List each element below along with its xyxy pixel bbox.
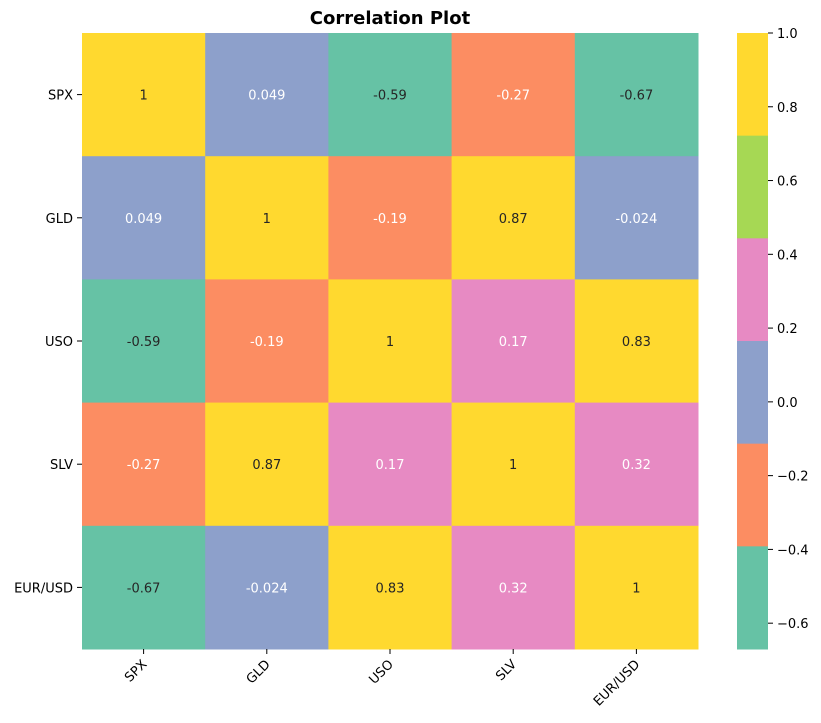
x-tick-label: SPX bbox=[122, 657, 150, 685]
heatmap-cells: 1 0.049 -0.59 -0.27 -0.67 0.049 1 -0.19 0.87 -0.0… bbox=[82, 33, 699, 650]
heatmap-cell bbox=[574, 279, 699, 404]
cell-value-label: 1 bbox=[263, 212, 271, 227]
x-tick-label: GLD bbox=[244, 657, 274, 687]
y-tick-label: SPX bbox=[48, 89, 73, 104]
heatmap-cell bbox=[328, 525, 453, 650]
cell-value-label: -0.59 bbox=[127, 335, 161, 350]
cell-value-label: 0.83 bbox=[622, 335, 651, 350]
y-tick-label: USO bbox=[45, 335, 73, 350]
colorbar-segment bbox=[737, 546, 768, 650]
colorbar-tick-label: 0.4 bbox=[777, 248, 798, 263]
heatmap-cell bbox=[205, 33, 329, 157]
cell-value-label: 0.87 bbox=[252, 458, 281, 473]
heatmap-cell bbox=[82, 279, 206, 404]
chart-title: Correlation Plot bbox=[310, 8, 471, 29]
colorbar-tick-label: 0.0 bbox=[777, 396, 798, 411]
heatmap-cell bbox=[82, 33, 206, 157]
heatmap-cell bbox=[574, 33, 699, 157]
heatmap-cell bbox=[205, 279, 329, 404]
heatmap-cell bbox=[328, 33, 453, 157]
heatmap-cell bbox=[205, 156, 329, 280]
cell-value-label: 0.32 bbox=[622, 458, 651, 473]
colorbar-segment bbox=[737, 443, 768, 547]
cell-value-label: -0.19 bbox=[250, 335, 284, 350]
colorbar-segment bbox=[737, 341, 768, 445]
cell-value-label: -0.024 bbox=[615, 212, 657, 227]
cell-value-label: 1 bbox=[509, 458, 517, 473]
heatmap-cell bbox=[451, 525, 576, 650]
cell-value-label: -0.59 bbox=[373, 89, 407, 104]
cell-value-label: 0.83 bbox=[376, 581, 405, 596]
heatmap-cell bbox=[451, 402, 576, 527]
heatmap-cell bbox=[205, 402, 329, 527]
heatmap-cell bbox=[451, 279, 576, 404]
cell-value-label: 0.049 bbox=[248, 89, 285, 104]
colorbar-segment bbox=[737, 135, 768, 239]
cell-value-label: 0.17 bbox=[499, 335, 528, 350]
y-tick-label: GLD bbox=[46, 212, 73, 227]
y-tick-label: EUR/USD bbox=[14, 581, 73, 596]
cell-value-label: 1 bbox=[139, 89, 147, 104]
cell-value-label: -0.024 bbox=[246, 581, 288, 596]
colorbar-tick-label: 0.6 bbox=[777, 175, 798, 190]
heatmap-cell bbox=[205, 525, 329, 650]
x-axis: SPX GLD USO SLV EUR/USD bbox=[122, 649, 643, 709]
heatmap-cell bbox=[82, 525, 206, 650]
colorbar-tick-label: −0.2 bbox=[777, 470, 809, 485]
x-tick-label: USO bbox=[366, 657, 396, 687]
heatmap-cell bbox=[574, 156, 699, 280]
cell-value-label: 0.32 bbox=[499, 581, 528, 596]
heatmap-cell bbox=[574, 525, 699, 650]
colorbar-segment bbox=[737, 33, 768, 137]
cell-value-label: 1 bbox=[386, 335, 394, 350]
heatmap-cell bbox=[451, 156, 576, 280]
colorbar-tick-label: 1.0 bbox=[777, 27, 798, 42]
heatmap-cell bbox=[328, 156, 453, 280]
cell-value-label: -0.27 bbox=[496, 89, 530, 104]
y-axis: SPX GLD USO SLV EUR/USD bbox=[14, 89, 82, 596]
cell-value-label: 0.049 bbox=[125, 212, 162, 227]
cell-value-label: 1 bbox=[632, 581, 640, 596]
cell-value-label: 0.17 bbox=[376, 458, 405, 473]
heatmap-cell bbox=[574, 402, 699, 527]
colorbar: 1.0 0.8 0.6 0.4 0.2 0.0 −0.2 −0.4 −0.6 bbox=[737, 27, 809, 650]
x-tick-label: SLV bbox=[493, 657, 520, 684]
colorbar-tick-label: 0.2 bbox=[777, 322, 798, 337]
colorbar-tick-label: −0.6 bbox=[777, 617, 809, 632]
cell-value-label: -0.67 bbox=[127, 581, 161, 596]
x-tick-label: EUR/USD bbox=[591, 657, 643, 709]
y-tick-label: SLV bbox=[50, 458, 73, 473]
heatmap-cell bbox=[82, 156, 206, 280]
cell-value-label: -0.67 bbox=[620, 89, 654, 104]
cell-value-label: -0.19 bbox=[373, 212, 407, 227]
cell-value-label: -0.27 bbox=[127, 458, 161, 473]
cell-value-label: 0.87 bbox=[499, 212, 528, 227]
heatmap-cell bbox=[328, 279, 453, 404]
heatmap-cell bbox=[451, 33, 576, 157]
heatmap-cell bbox=[82, 402, 206, 527]
colorbar-tick-label: 0.8 bbox=[777, 101, 798, 116]
colorbar-tick-label: −0.4 bbox=[777, 543, 809, 558]
colorbar-segment bbox=[737, 238, 768, 342]
heatmap-cell bbox=[328, 402, 453, 527]
